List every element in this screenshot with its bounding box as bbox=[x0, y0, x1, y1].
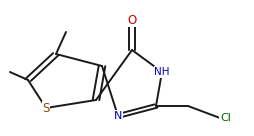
Text: N: N bbox=[114, 111, 122, 121]
Text: O: O bbox=[127, 13, 137, 27]
Text: NH: NH bbox=[154, 67, 170, 77]
Text: S: S bbox=[42, 101, 50, 115]
Text: Cl: Cl bbox=[220, 113, 231, 123]
